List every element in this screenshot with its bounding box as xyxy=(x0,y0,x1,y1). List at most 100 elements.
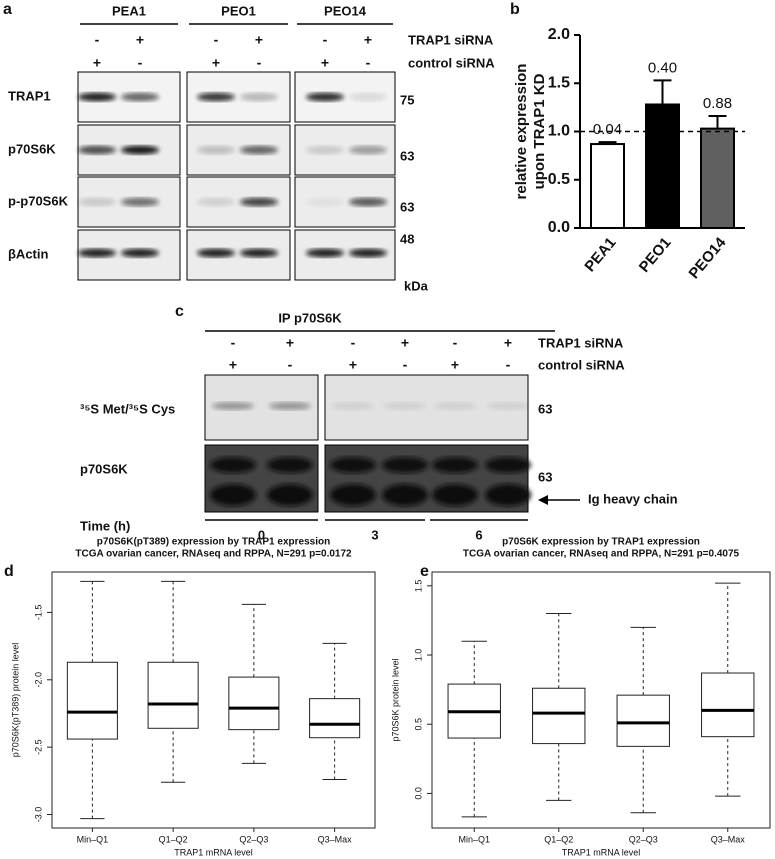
bands xyxy=(212,402,529,410)
treatment-label: control siRNA xyxy=(408,55,495,70)
y-tick-label: 1.0 xyxy=(413,649,423,662)
sign: - xyxy=(506,357,511,373)
sign: + xyxy=(349,357,357,373)
band xyxy=(267,457,313,473)
y-axis-label: relative expression xyxy=(513,64,530,200)
ip-header: IP p70S6K xyxy=(278,310,342,325)
y-tick-label: 1.0 xyxy=(548,123,570,140)
treatment-label: control siRNA xyxy=(538,357,625,372)
sign: + xyxy=(136,32,144,48)
arrow-head xyxy=(538,495,548,505)
group-label: PEO14 xyxy=(324,3,367,18)
band xyxy=(432,457,478,473)
band xyxy=(210,484,256,506)
annotation: 0.88 xyxy=(703,95,732,112)
y-tick-label: -3.0 xyxy=(33,807,43,823)
y-tick-label: 0.5 xyxy=(413,718,423,731)
y-tick-label: 0.0 xyxy=(413,787,423,800)
band xyxy=(349,145,387,155)
annotation: 0.40 xyxy=(648,59,677,76)
panel-letter: b xyxy=(510,1,520,18)
sign: + xyxy=(286,335,294,351)
row-label: p70S6K xyxy=(80,461,128,476)
x-tick-label: PEO1 xyxy=(636,234,675,276)
panel-letter: a xyxy=(3,1,12,18)
row-label: ³⁵S Met/³⁵S Cys xyxy=(80,401,175,416)
sign: - xyxy=(403,357,408,373)
bands xyxy=(78,145,387,155)
y-axis-label: p70S6K(pT389) protein level xyxy=(10,643,20,758)
band xyxy=(210,457,256,473)
bar xyxy=(645,103,680,229)
band xyxy=(197,248,235,258)
kda-label: 75 xyxy=(400,92,414,107)
band xyxy=(78,197,116,207)
sign: + xyxy=(401,335,409,351)
box xyxy=(616,694,670,747)
y-axis-label: upon TRAP1 KD xyxy=(531,73,548,189)
y-tick-label: 1.5 xyxy=(548,74,570,91)
y-tick-label: -2.0 xyxy=(33,672,43,688)
band xyxy=(121,145,159,155)
box xyxy=(532,687,586,745)
band xyxy=(487,402,529,410)
chart-title: p70S6K expression by TRAP1 expression xyxy=(502,537,700,548)
box xyxy=(147,661,199,729)
band xyxy=(306,92,344,102)
band xyxy=(330,457,376,473)
x-tick-label: Q3–Max xyxy=(318,834,353,844)
band xyxy=(330,484,376,506)
x-tick-label: Q2–Q3 xyxy=(239,834,268,844)
y-axis-label: p70S6K protein level xyxy=(390,658,400,741)
row-label: βActin xyxy=(8,246,48,261)
row-label: p70S6K xyxy=(8,141,56,156)
row-label: TRAP1 xyxy=(8,88,51,103)
sign: + xyxy=(451,357,459,373)
panel-letter: d xyxy=(4,563,14,580)
x-tick-label: Q1–Q2 xyxy=(159,834,188,844)
box xyxy=(228,676,280,731)
band xyxy=(78,145,116,155)
bar xyxy=(700,127,735,229)
y-tick-label: 0.0 xyxy=(548,219,570,236)
row-label: p-p70S6K xyxy=(8,193,69,208)
sign: + xyxy=(364,32,372,48)
sign: + xyxy=(504,335,512,351)
error-bar xyxy=(708,115,727,129)
bands xyxy=(78,197,387,207)
band xyxy=(382,457,428,473)
band xyxy=(349,248,387,258)
error-bar xyxy=(598,141,617,145)
x-tick-label: Q3–Max xyxy=(711,834,746,844)
sign: - xyxy=(351,335,356,351)
plot-frame xyxy=(431,571,771,829)
sign: - xyxy=(323,32,328,48)
sign: - xyxy=(366,55,371,71)
panel-letter: e xyxy=(420,563,429,580)
x-tick-label: Min–Q1 xyxy=(77,834,109,844)
error-bar xyxy=(653,79,672,105)
kda-label: 48 xyxy=(400,231,414,246)
sign: - xyxy=(214,32,219,48)
band xyxy=(485,484,531,506)
sign: - xyxy=(95,32,100,48)
band xyxy=(78,248,116,258)
band xyxy=(240,197,278,207)
treatment-label: TRAP1 siRNA xyxy=(408,32,494,47)
kda-label: 63 xyxy=(400,199,414,214)
box xyxy=(309,698,361,739)
band xyxy=(306,197,344,207)
sign: + xyxy=(321,55,329,71)
y-tick-label: -2.5 xyxy=(33,739,43,755)
band xyxy=(382,484,428,506)
band xyxy=(267,484,313,506)
kda-unit: kDa xyxy=(404,278,429,293)
chart-subtitle: TCGA ovarian cancer, RNAseq and RPPA, N=… xyxy=(75,549,352,560)
x-tick-label: Q2–Q3 xyxy=(629,834,658,844)
chart-title: p70S6K(pT389) expression by TRAP1 expres… xyxy=(97,537,330,548)
sign: - xyxy=(453,335,458,351)
bands xyxy=(78,92,387,102)
x-tick-label: Min–Q1 xyxy=(458,834,490,844)
band xyxy=(240,92,278,102)
band xyxy=(269,402,311,410)
